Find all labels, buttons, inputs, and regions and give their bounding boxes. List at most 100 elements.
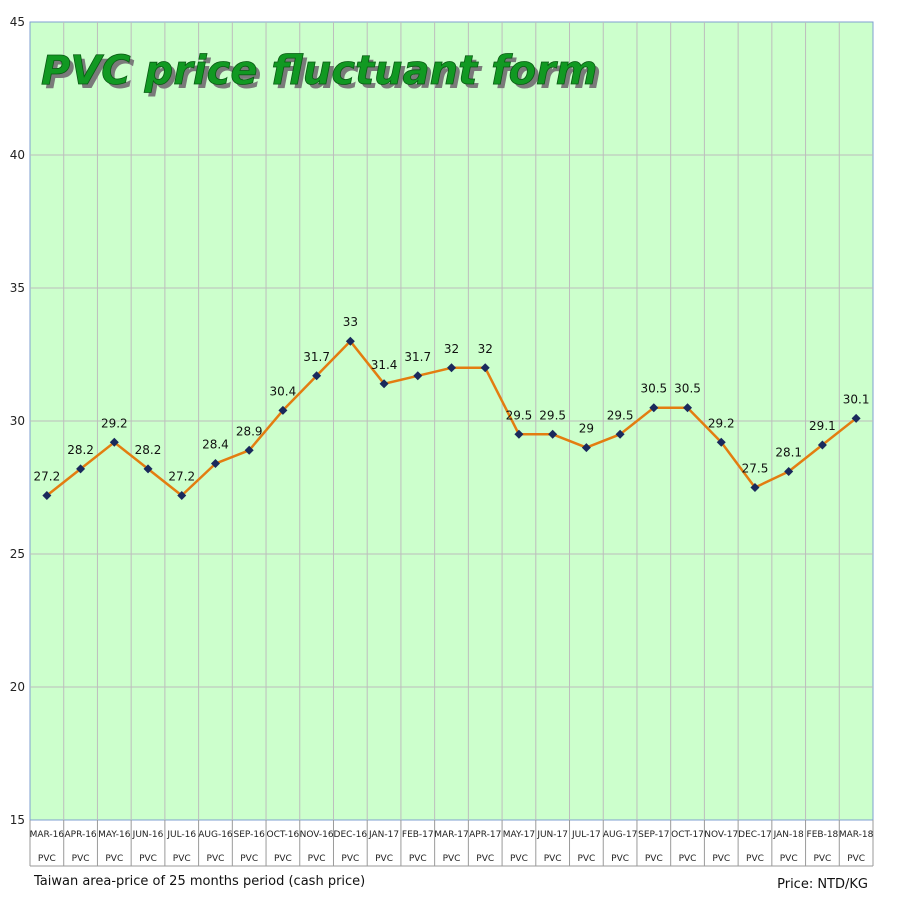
data-point [244, 445, 254, 455]
data-label: 29 [579, 422, 594, 436]
data-point [851, 413, 861, 423]
data-label: 32 [444, 342, 459, 356]
y-tick-label: 20 [10, 680, 25, 694]
y-tick-label: 30 [10, 414, 25, 428]
x-tick-label: JUN-16 [132, 830, 164, 840]
x-tick-label: JAN-17 [368, 830, 399, 840]
x-tick-label: AUG-17 [603, 830, 637, 840]
data-point [683, 403, 693, 413]
data-label: 28.4 [202, 438, 229, 452]
x-tick-label: MAR-16 [30, 830, 65, 840]
y-tick-label: 40 [10, 148, 25, 162]
x-tick-label: OCT-16 [267, 830, 300, 840]
data-point [514, 429, 524, 439]
y-tick-label: 45 [10, 15, 25, 29]
x-tick-sublabel: PVC [510, 854, 528, 864]
chart-title: PVC price fluctuant form [41, 48, 597, 94]
x-tick-sublabel: PVC [813, 854, 831, 864]
y-axis: 15 20 25 30 35 40 45 [10, 15, 25, 827]
x-tick-label: NOV-17 [704, 830, 738, 840]
y-tick-label: 15 [10, 813, 25, 827]
data-label: 29.1 [809, 419, 836, 433]
x-tick-sublabel: PVC [341, 854, 359, 864]
data-label: 30.5 [674, 382, 701, 396]
data-label: 31.4 [371, 358, 398, 372]
data-point [42, 490, 52, 500]
x-tick-sublabel: PVC [274, 854, 292, 864]
data-label: 29.2 [101, 416, 128, 430]
x-tick-label: APR-17 [469, 830, 501, 840]
data-label: 28.1 [775, 446, 802, 460]
data-point [278, 405, 288, 415]
x-tick-sublabel: PVC [611, 854, 629, 864]
x-tick-sublabel: PVC [476, 854, 494, 864]
x-tick-label: FEB-17 [402, 830, 434, 840]
data-point [649, 403, 659, 413]
x-tick-label: MAR-17 [434, 830, 469, 840]
data-point [210, 459, 220, 469]
data-point [177, 490, 187, 500]
data-point [109, 437, 119, 447]
x-tick-label: JUN-17 [536, 830, 568, 840]
x-tick-sublabel: PVC [207, 854, 225, 864]
x-tick-sublabel: PVC [139, 854, 157, 864]
x-tick-sublabel: PVC [746, 854, 764, 864]
data-labels: 27.2 28.2 29.2 28.2 27.2 28.4 28.9 30.4 31.7 33 31… [34, 315, 870, 483]
footnote-left: Taiwan area-price of 25 months period (c… [33, 874, 365, 889]
x-tick-label: FEB-18 [807, 830, 839, 840]
data-label: 28.2 [67, 443, 94, 457]
data-point [76, 464, 86, 474]
x-tick-sublabel: PVC [240, 854, 258, 864]
data-label: 32 [478, 342, 493, 356]
x-tick-label: JUL-17 [571, 830, 601, 840]
data-point [548, 429, 558, 439]
x-tick-sublabel: PVC [679, 854, 697, 864]
x-tick-label: DEC-17 [738, 830, 772, 840]
data-label: 33 [343, 315, 358, 329]
x-tick-sublabel: PVC [712, 854, 730, 864]
data-label: 29.2 [708, 416, 735, 430]
footnote-right: Price: NTD/KG [777, 877, 868, 892]
data-point [581, 443, 591, 453]
x-tick-label: DEC-16 [334, 830, 368, 840]
data-label: 31.7 [404, 350, 431, 364]
y-tick-label: 25 [10, 547, 25, 561]
data-point [413, 371, 423, 381]
chart-title-shadow: PVC price fluctuant form [45, 52, 601, 98]
data-point [817, 440, 827, 450]
x-tick-label: JUL-16 [166, 830, 196, 840]
data-label: 27.2 [168, 469, 195, 483]
data-point [716, 437, 726, 447]
x-tick-label: NOV-16 [300, 830, 334, 840]
data-label: 29.5 [539, 408, 566, 422]
y-tick-label: 35 [10, 281, 25, 295]
data-point [750, 483, 760, 492]
x-tick-label: MAY-17 [503, 830, 535, 840]
x-tick-label: MAR-18 [839, 830, 874, 840]
x-tick-label: OCT-17 [671, 830, 704, 840]
x-tick-sublabel: PVC [409, 854, 427, 864]
x-tick-sublabel: PVC [780, 854, 798, 864]
gridlines [30, 22, 873, 820]
x-tick-sublabel: PVC [645, 854, 663, 864]
x-tick-sublabel: PVC [72, 854, 90, 864]
data-label: 27.5 [742, 462, 769, 476]
data-point [784, 467, 794, 477]
x-tick-sublabel: PVC [105, 854, 123, 864]
x-axis: MAR-16 PVC APR-16 PVC MAY-16 PVC JUN-16 PVC JUL-… [29, 820, 874, 867]
x-tick-sublabel: PVC [443, 854, 461, 864]
x-tick-label: APR-16 [64, 830, 96, 840]
data-point [615, 429, 625, 439]
data-label: 29.5 [607, 408, 634, 422]
data-label: 30.5 [640, 382, 667, 396]
x-tick-label: SEP-17 [638, 830, 669, 840]
x-tick-sublabel: PVC [308, 854, 326, 864]
data-label: 29.5 [506, 408, 533, 422]
x-tick-sublabel: PVC [847, 854, 865, 864]
x-tick-label: JAN-18 [773, 830, 804, 840]
data-label: 31.7 [303, 350, 330, 364]
x-tick-sublabel: PVC [577, 854, 595, 864]
data-point [379, 379, 389, 389]
x-tick-label: SEP-16 [234, 830, 266, 840]
